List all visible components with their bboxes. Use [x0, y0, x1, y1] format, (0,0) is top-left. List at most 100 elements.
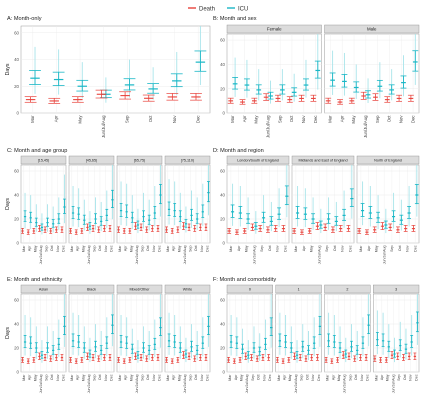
- y-tick-label: 20: [14, 217, 19, 222]
- x-tick-label: Apr: [234, 374, 238, 380]
- facet-strip: [324, 24, 420, 34]
- x-tick-label: May: [254, 115, 259, 124]
- y-axis-label: Days: [5, 327, 11, 339]
- x-tick-label: Nov: [276, 245, 280, 252]
- x-tick-label: Jun/Jul/Aug: [382, 246, 386, 265]
- x-tick-label: Apr: [331, 374, 335, 380]
- facet-frame: [356, 164, 420, 244]
- x-tick-label: Mar: [294, 245, 298, 252]
- panel-c-title: C: Month and age group: [7, 148, 67, 154]
- x-tick-label: Oct: [289, 115, 294, 122]
- facet-strip-label: [65,75): [134, 159, 145, 163]
- x-tick-label: Mar: [359, 245, 363, 252]
- x-tick-label: May: [245, 245, 249, 252]
- y-tick-label: 0: [223, 241, 226, 246]
- x-tick-label: Nov: [301, 115, 306, 123]
- x-tick-label: Jun/Jul/Aug: [39, 246, 43, 265]
- x-tick-label: Apr: [242, 115, 247, 122]
- panel-b: 0 20 40 60 Female Mar Apr May Jun/Jul/Aug Sep Oct N…: [220, 24, 420, 138]
- facet-strip-label: North of England: [374, 159, 402, 163]
- facet-strip-label: Black: [87, 288, 96, 292]
- facet-frame: [275, 293, 322, 373]
- x-tick-label: Dec: [195, 115, 200, 123]
- x-tick-label: Nov: [341, 245, 345, 252]
- facet-frame: [324, 293, 371, 373]
- x-tick-label: Dec: [283, 245, 287, 252]
- x-tick-label: Mar: [70, 374, 74, 381]
- x-tick-label: Oct: [50, 375, 54, 381]
- x-tick-label: Nov: [56, 374, 60, 381]
- facet-frame: [226, 33, 322, 114]
- x-tick-label: May: [129, 245, 133, 252]
- facet-strip: [164, 284, 211, 294]
- x-tick-label: May: [129, 374, 133, 381]
- facet-strip: [356, 155, 420, 165]
- y-axis-label: Days: [5, 63, 11, 75]
- x-tick-label: Oct: [98, 246, 102, 252]
- x-tick-label: Dec: [414, 374, 418, 381]
- x-tick-label: Nov: [172, 115, 177, 123]
- facet-strip: [226, 284, 273, 294]
- x-tick-label: Sep: [189, 375, 193, 381]
- x-tick-label: Mar: [277, 374, 281, 381]
- x-tick-label: May: [33, 245, 37, 252]
- x-tick-label: Dec: [317, 374, 321, 381]
- x-tick-label: Nov: [152, 245, 156, 252]
- x-tick-label: Apr: [237, 245, 241, 251]
- x-tick-label: Oct: [268, 246, 272, 252]
- panel-b-title: B: Month and sex: [213, 16, 257, 22]
- x-tick-label: Sep: [251, 375, 255, 381]
- legend: Death ICU: [188, 7, 248, 13]
- y-tick-label: 40: [220, 193, 225, 198]
- x-tick-label: Jun/Jul/Aug: [252, 246, 256, 265]
- x-tick-label: Apr: [380, 374, 384, 380]
- panel-a: 0 20 40 60 Days Mar Apr May Jun/Jul/Aug Sep Oct Nov…: [5, 25, 211, 138]
- x-tick-label: Dec: [205, 245, 209, 252]
- y-tick-label: 0: [17, 241, 20, 246]
- x-tick-label: Jun/Jul/Aug: [363, 115, 368, 138]
- x-tick-label: May: [239, 374, 243, 381]
- y-tick-label: 20: [220, 86, 225, 91]
- x-tick-label: May: [177, 245, 181, 252]
- x-tick-label: Nov: [104, 245, 108, 252]
- x-tick-label: May: [375, 245, 379, 252]
- x-tick-label: Mar: [22, 374, 26, 381]
- facet-strip-label: 1: [298, 288, 300, 292]
- x-tick-label: May: [81, 245, 85, 252]
- x-tick-label: Apr: [76, 245, 80, 251]
- x-tick-label: Mar: [229, 245, 233, 252]
- panel-d-title: D: Month and region: [213, 148, 264, 154]
- facet-frame: [324, 33, 420, 114]
- y-tick-label: 20: [14, 346, 19, 351]
- facet-strip: [68, 155, 115, 165]
- x-tick-label: Nov: [311, 374, 315, 381]
- x-tick-label: Oct: [146, 246, 150, 252]
- x-tick-label: Oct: [333, 246, 337, 252]
- facet-strip: [20, 284, 67, 294]
- x-tick-label: Sep: [390, 246, 394, 252]
- legend-death-label: Death: [199, 7, 215, 13]
- x-tick-label: Jun/Jul/Aug: [39, 375, 43, 394]
- y-tick-label: 60: [220, 298, 225, 303]
- x-tick-label: Dec: [205, 374, 209, 381]
- panel-f-title: F: Month and comorbidity: [213, 277, 276, 283]
- x-tick-label: Dec: [313, 115, 318, 123]
- x-tick-label: May: [337, 374, 341, 381]
- x-tick-label: Mar: [166, 245, 170, 252]
- x-tick-label: Oct: [146, 375, 150, 381]
- x-tick-label: Oct: [98, 375, 102, 381]
- x-tick-label: Sep: [45, 375, 49, 381]
- facet-strip: [164, 155, 211, 165]
- y-tick-label: 60: [220, 38, 225, 43]
- x-tick-label: Sep: [397, 375, 401, 381]
- x-tick-label: Apr: [28, 245, 32, 251]
- y-tick-label: 20: [220, 217, 225, 222]
- x-tick-label: Sep: [375, 115, 380, 123]
- x-tick-label: Jun/Jul/Aug: [343, 375, 347, 394]
- x-tick-label: Dec: [410, 115, 415, 123]
- x-tick-label: May: [77, 115, 82, 124]
